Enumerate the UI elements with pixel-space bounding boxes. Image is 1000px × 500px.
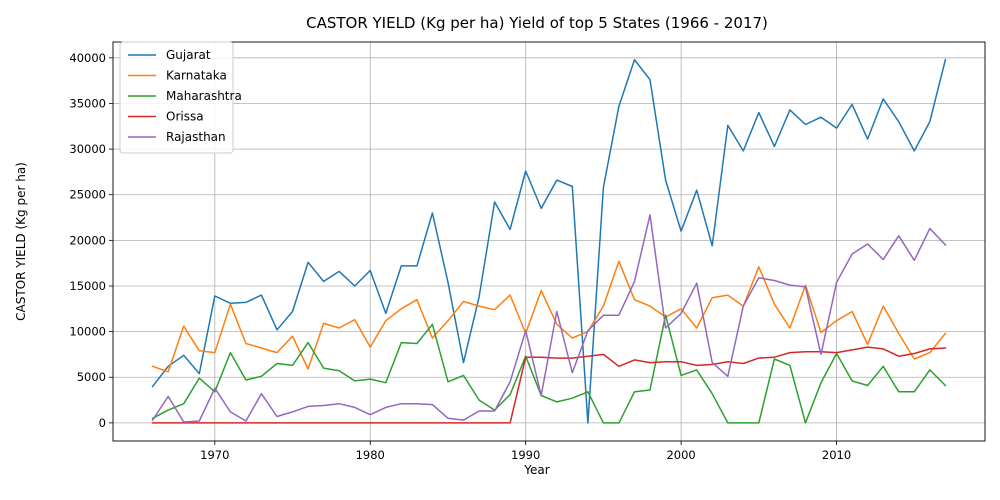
- legend-label-karnataka: Karnataka: [166, 69, 227, 83]
- y-tick-label: 30000: [69, 142, 106, 156]
- series-line-maharashtra: [151, 314, 947, 424]
- x-axis: 1970 1980 1990 2000 2010: [200, 441, 851, 462]
- x-tick-label: 2000: [666, 448, 695, 462]
- y-axis-label: CASTOR YIELD (Kg per ha): [14, 162, 28, 321]
- x-axis-label: Year: [523, 463, 549, 477]
- y-tick-label: 40000: [69, 51, 106, 65]
- plot-area-frame: [112, 41, 986, 442]
- legend-box: [119, 41, 234, 154]
- series-line-rajasthan: [151, 214, 947, 423]
- x-tick-label: 2010: [822, 448, 851, 462]
- series-line-gujarat: [151, 58, 947, 424]
- x-tick-label: 1980: [356, 448, 385, 462]
- y-axis: 0 5000 10000 15000 20000 25000 30000 35000 40000: [69, 51, 113, 430]
- y-tick-label: 20000: [69, 233, 106, 247]
- y-tick-label: 5000: [77, 370, 106, 384]
- series-line-karnataka: [151, 260, 947, 373]
- y-tick-label: 25000: [69, 188, 106, 202]
- legend: Gujarat Karnataka Maharashtra Orissa Rajasth…: [119, 41, 242, 154]
- y-tick-label: 0: [99, 416, 106, 430]
- legend-label-maharashtra: Maharashtra: [166, 89, 242, 103]
- legend-label-gujarat: Gujarat: [166, 48, 211, 62]
- x-tick-label: 1990: [511, 448, 540, 462]
- y-tick-label: 35000: [69, 96, 106, 110]
- series-line-orissa: [151, 346, 947, 424]
- y-tick-label: 10000: [69, 325, 106, 339]
- series-lines: [151, 58, 947, 424]
- y-tick-label: 15000: [69, 279, 106, 293]
- legend-label-orissa: Orissa: [166, 110, 204, 124]
- x-tick-label: 1970: [200, 448, 229, 462]
- chart-title: CASTOR YIELD (Kg per ha) Yield of top 5 …: [306, 14, 768, 32]
- legend-label-rajasthan: Rajasthan: [166, 130, 226, 144]
